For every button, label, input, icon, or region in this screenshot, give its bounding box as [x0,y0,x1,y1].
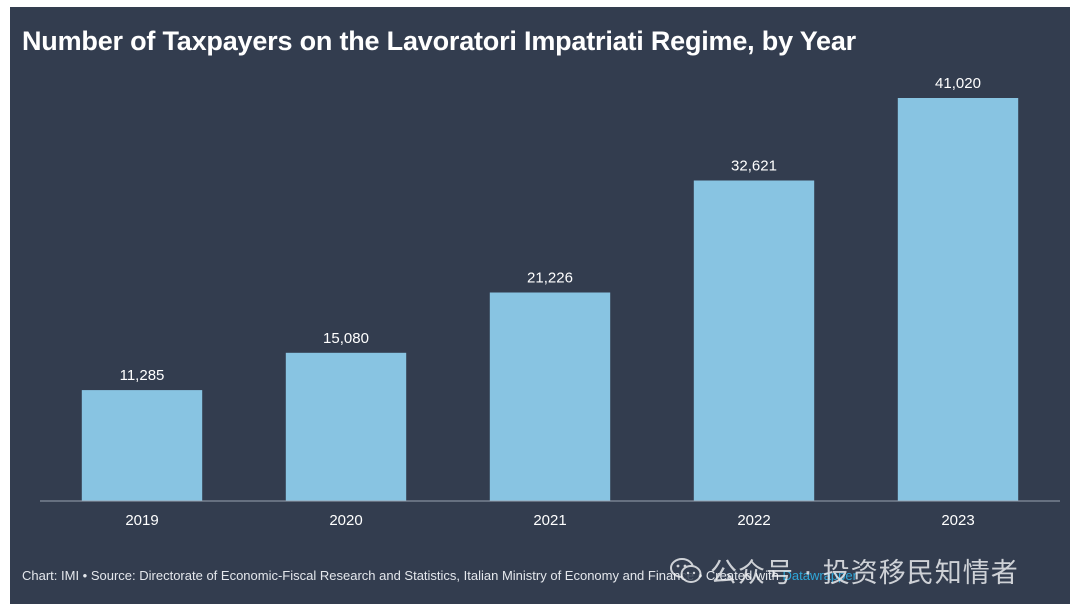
chart-footer: Chart: IMI • Source: Directorate of Econ… [22,568,857,583]
chart-title: Number of Taxpayers on the Lavoratori Im… [22,26,856,56]
bar-2022 [693,180,815,501]
x-tick-label-2020: 2020 [329,512,362,529]
value-label-2020: 15,080 [323,330,369,347]
bar-2023 [897,98,1019,501]
value-label-2023: 41,020 [935,75,981,92]
bar-2019 [81,390,203,501]
value-label-2019: 11,285 [120,367,165,384]
x-tick-label-2022: 2022 [737,512,770,529]
footer-brand-link[interactable]: Datawrapper [782,568,857,583]
x-tick-label-2023: 2023 [941,512,974,529]
x-tick-labels-group: 2019 2020 2021 2022 2023 [125,512,974,529]
value-labels-group: 11,285 15,080 21,226 32,621 41,020 [120,75,981,384]
x-tick-label-2019: 2019 [125,512,158,529]
bar-2020 [285,352,407,501]
chart-frame: Number of Taxpayers on the Lavoratori Im… [10,7,1070,604]
bar-2021 [489,292,611,501]
x-tick-label-2021: 2021 [533,512,566,529]
footer-source-text: Chart: IMI • Source: Directorate of Econ… [22,568,783,583]
bars-group [81,98,1019,501]
value-label-2021: 21,226 [527,270,573,287]
value-label-2022: 32,621 [731,158,777,175]
